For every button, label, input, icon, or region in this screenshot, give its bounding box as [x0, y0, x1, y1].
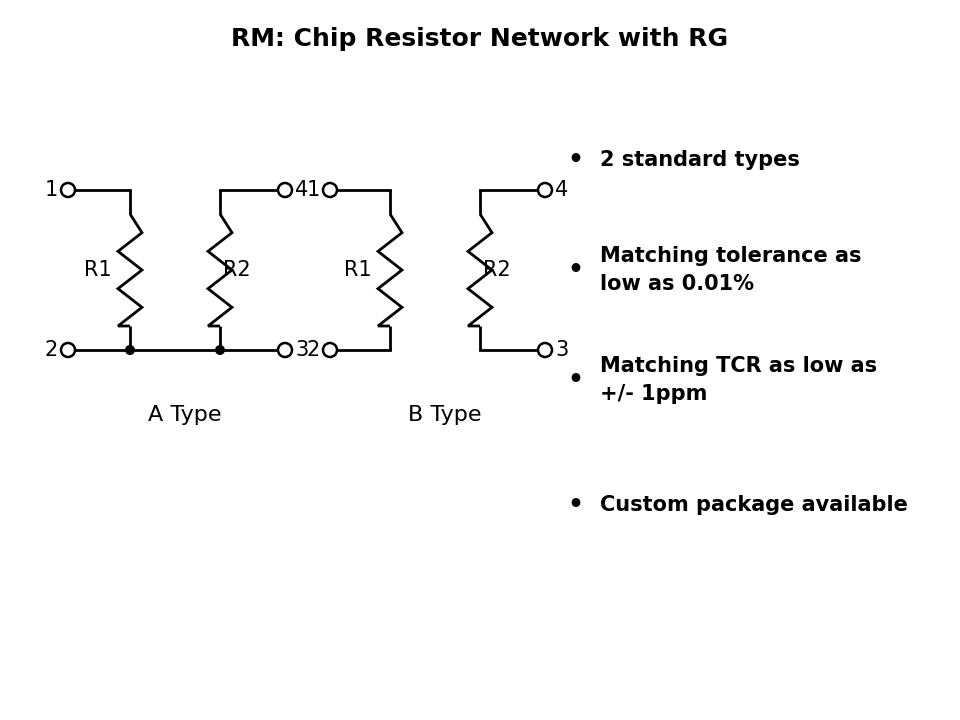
Text: R2: R2 [223, 260, 251, 280]
Text: •: • [567, 368, 583, 392]
Text: 2 standard types: 2 standard types [600, 150, 800, 170]
Text: 4: 4 [555, 180, 568, 200]
Text: 2: 2 [45, 340, 58, 360]
Circle shape [538, 183, 552, 197]
Circle shape [278, 343, 292, 357]
Text: 3: 3 [295, 340, 308, 360]
Text: Matching tolerance as
low as 0.01%: Matching tolerance as low as 0.01% [600, 246, 861, 294]
Text: •: • [567, 148, 583, 172]
Text: R2: R2 [483, 260, 511, 280]
Text: •: • [567, 493, 583, 517]
Circle shape [61, 343, 75, 357]
Text: 4: 4 [295, 180, 308, 200]
Circle shape [215, 345, 225, 355]
Circle shape [538, 343, 552, 357]
Circle shape [125, 345, 135, 355]
Text: B Type: B Type [408, 405, 482, 425]
Text: 2: 2 [307, 340, 320, 360]
Text: R1: R1 [345, 260, 372, 280]
Circle shape [323, 343, 337, 357]
Text: A Type: A Type [148, 405, 222, 425]
Text: Matching TCR as low as
+/- 1ppm: Matching TCR as low as +/- 1ppm [600, 356, 877, 404]
Circle shape [278, 183, 292, 197]
Text: •: • [567, 258, 583, 282]
Text: 3: 3 [555, 340, 568, 360]
Text: RM: Chip Resistor Network with RG: RM: Chip Resistor Network with RG [231, 27, 729, 51]
Circle shape [323, 183, 337, 197]
Text: 1: 1 [45, 180, 58, 200]
Text: Custom package available: Custom package available [600, 495, 908, 515]
Text: 1: 1 [307, 180, 320, 200]
Text: R1: R1 [84, 260, 112, 280]
Circle shape [61, 183, 75, 197]
